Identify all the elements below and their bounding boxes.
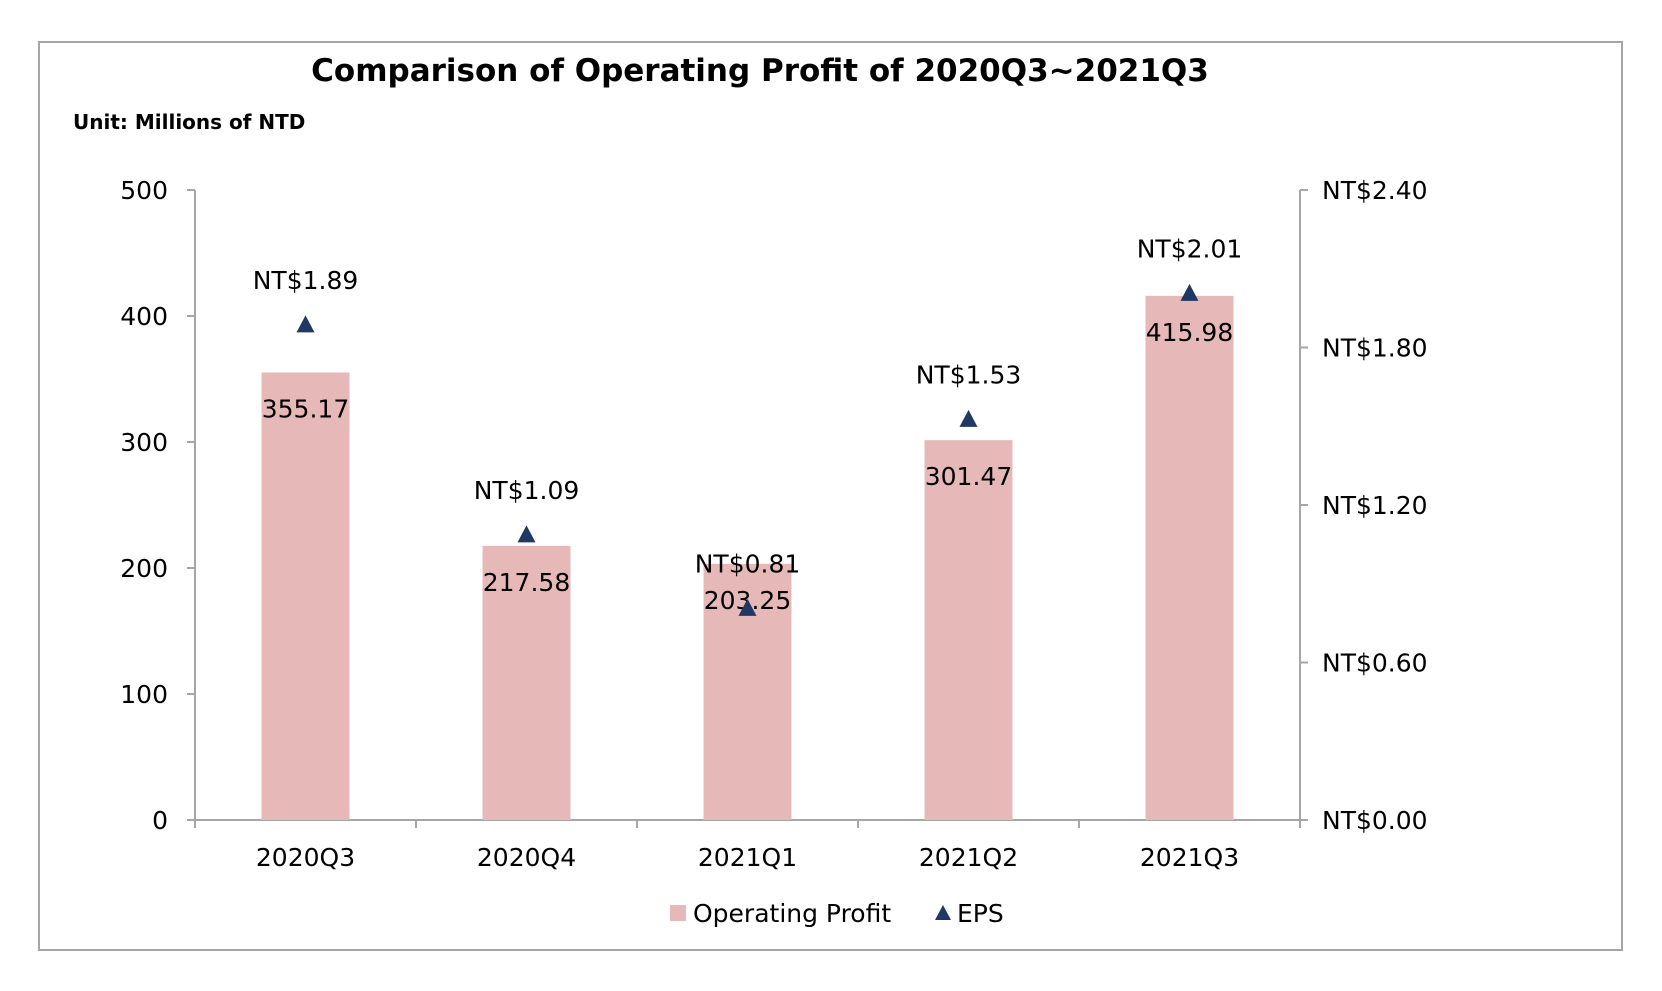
legend-operating-profit-label: Operating Profit [693, 899, 891, 928]
eps-value-label: NT$1.89 [253, 266, 359, 295]
operating-profit-value-label: 217.58 [483, 568, 570, 597]
operating-profit-bars [261, 295, 1234, 820]
legend-eps-marker [935, 905, 951, 920]
eps-value-label: NT$1.53 [916, 360, 1022, 389]
x-category-label: 2020Q4 [477, 843, 576, 872]
right-y-axis: NT$0.00 NT$0.60 NT$1.20 NT$1.80 NT$2.40 [1299, 176, 1428, 835]
legend: Operating Profit EPS [670, 899, 1004, 928]
unit-label: Unit: Millions of NTD [73, 110, 305, 134]
eps-marker [738, 598, 757, 616]
legend-operating-profit-swatch [670, 905, 686, 921]
right-tick-label: NT$1.80 [1322, 334, 1428, 363]
operating-profit-bar [482, 545, 571, 820]
x-category-label: 2021Q2 [919, 843, 1018, 872]
right-tick-label: NT$0.60 [1322, 649, 1428, 678]
operating-profit-bar [924, 440, 1013, 820]
eps-value-label: NT$0.81 [695, 549, 801, 578]
x-category-label: 2021Q1 [698, 843, 797, 872]
eps-marker [296, 315, 315, 333]
operating-profit-value-label: 355.17 [262, 394, 349, 423]
operating-profit-value-label: 301.47 [925, 462, 1012, 491]
x-axis: 2020Q3 2020Q4 2021Q1 2021Q2 2021Q3 [194, 819, 1301, 872]
x-category-label: 2021Q3 [1140, 843, 1239, 872]
right-tick-label: NT$1.20 [1322, 491, 1428, 520]
left-y-axis: 0 100 200 300 400 500 [120, 176, 196, 835]
eps-marker [959, 409, 978, 427]
operating-profit-bar [261, 372, 350, 820]
left-tick-label: 200 [120, 554, 168, 583]
right-tick-label: NT$0.00 [1322, 806, 1428, 835]
right-tick-label: NT$2.40 [1322, 176, 1428, 205]
chart-title: Comparison of Operating Profit of 2020Q3… [311, 53, 1209, 89]
left-tick-label: 100 [120, 680, 168, 709]
eps-markers [296, 283, 1199, 616]
eps-labels: NT$1.89 NT$1.09 NT$0.81 NT$1.53 NT$2.01 [253, 234, 1243, 578]
left-tick-label: 0 [152, 806, 168, 835]
operating-profit-value-label: 415.98 [1146, 318, 1233, 347]
left-tick-label: 500 [120, 176, 168, 205]
x-category-label: 2020Q3 [256, 843, 355, 872]
left-tick-label: 300 [120, 428, 168, 457]
left-tick-label: 400 [120, 302, 168, 331]
legend-eps-label: EPS [957, 899, 1004, 928]
eps-value-label: NT$2.01 [1137, 234, 1243, 263]
eps-marker [1180, 283, 1199, 301]
eps-marker [517, 525, 536, 543]
eps-value-label: NT$1.09 [474, 476, 580, 505]
operating-profit-bar [1145, 295, 1234, 820]
